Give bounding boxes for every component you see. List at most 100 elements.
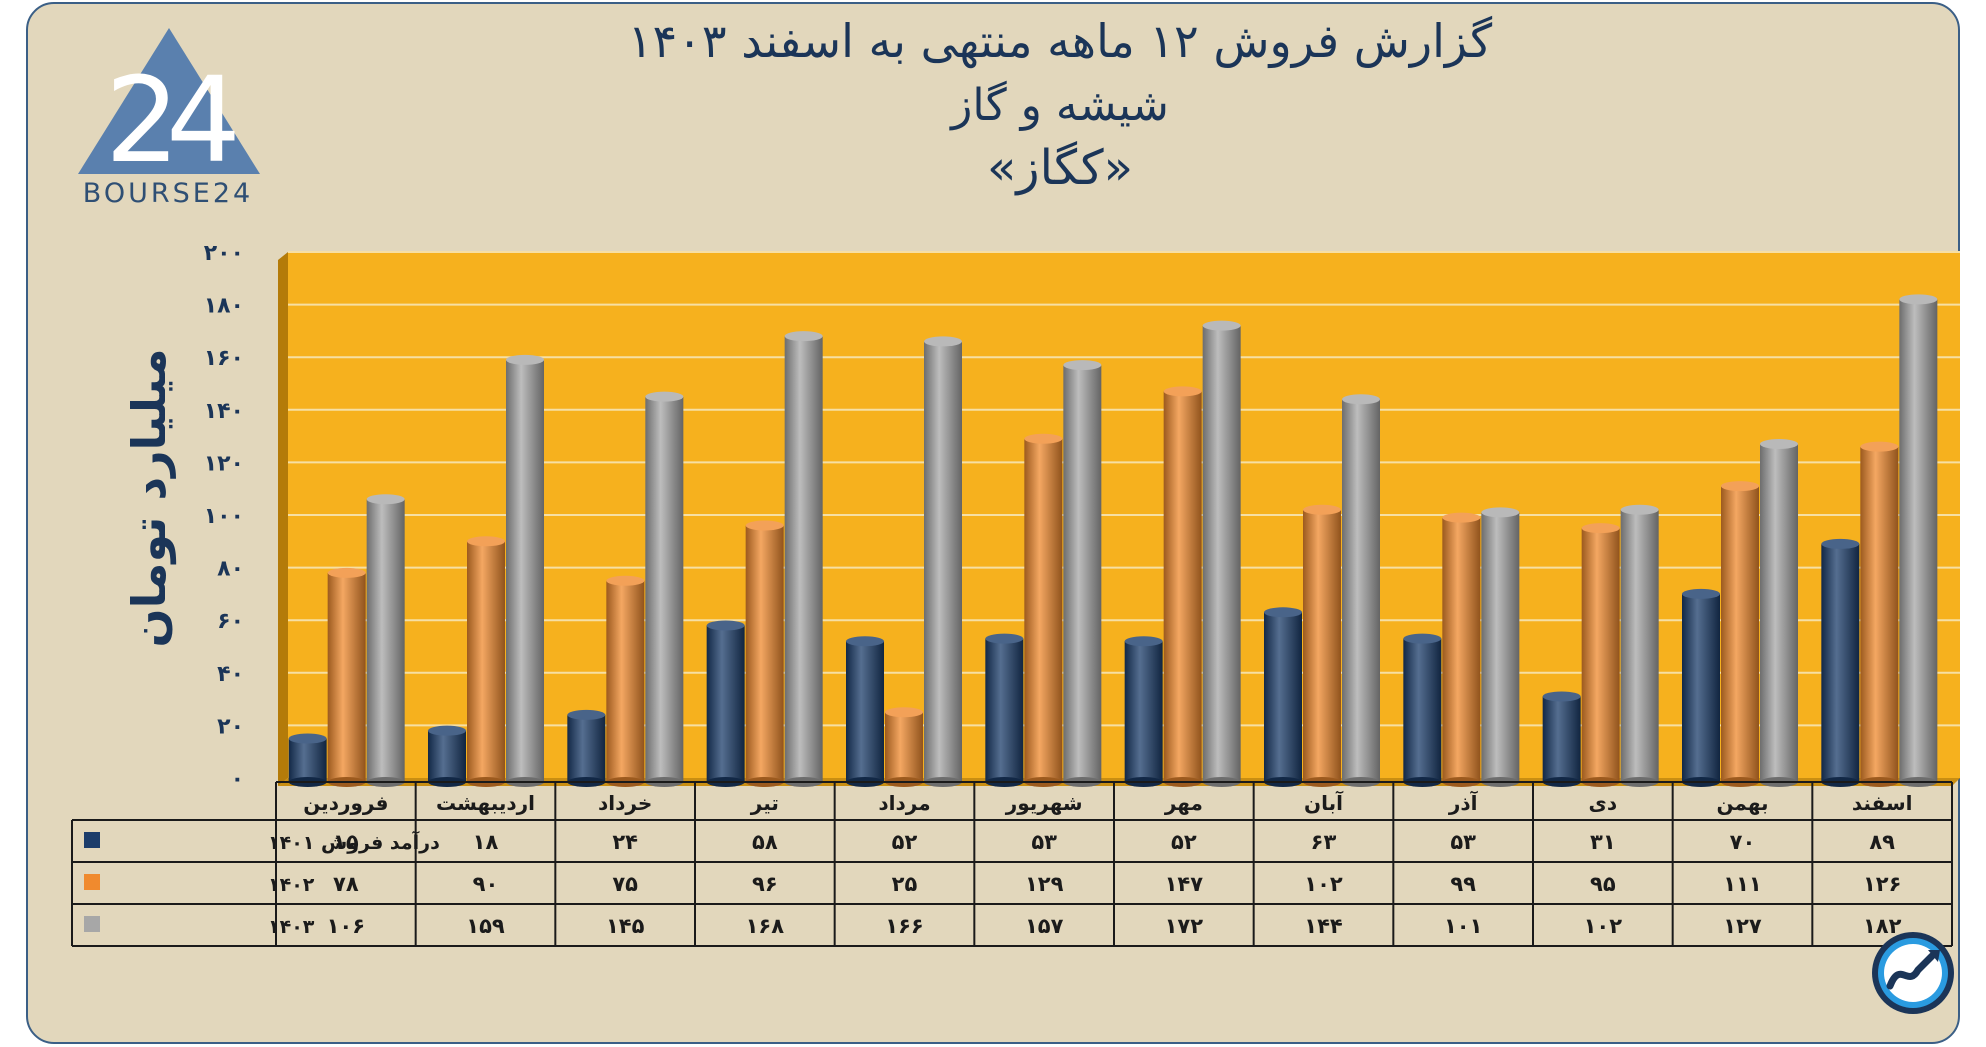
bar-2-7 [1163,391,1202,782]
category-label: بهمن [1716,791,1768,815]
bar-top [366,494,405,505]
bar-top [1860,441,1899,452]
bar-top [1163,386,1202,397]
bar-3-1 [366,499,405,782]
data-label: ۱۰۲ [1584,914,1623,938]
data-label: ۹۶ [752,872,778,896]
category-label: اردیبهشت [436,791,535,815]
y-tick-label: ۲۰۰ [204,241,244,266]
bar-top [1124,636,1163,647]
bar-3-4 [784,336,823,782]
bar-top [1063,360,1102,371]
category-label: خرداد [598,791,652,815]
bar-top [1403,633,1442,644]
data-label: ۵۸ [752,830,778,854]
data-label: ۷۸ [333,872,359,896]
data-label: ۷۵ [612,872,638,896]
bar-top [428,725,466,736]
bar-1-6 [985,638,1024,782]
bar-top [1581,523,1620,534]
data-label: ۱۵۷ [1025,914,1064,938]
data-label: ۲۵ [892,872,918,896]
bar-top [1721,481,1759,492]
category-label: شهریور [1005,791,1083,815]
company-symbol: «کگاز» [987,140,1133,196]
plot-side-wall [278,252,288,786]
data-label: ۱۰۶ [327,914,365,938]
legend-label-3: ۱۴۰۳ [268,916,315,938]
bar-top [288,733,327,744]
bar-top [1542,691,1581,702]
bar-top [327,567,366,578]
y-tick-label: ۱۴۰ [204,399,244,424]
bar-top [1682,588,1720,599]
bar-top [1342,394,1380,405]
data-label: ۲۴ [612,830,638,854]
data-label: ۱۴۵ [606,914,645,938]
data-label: ۱۴۴ [1304,914,1343,938]
bar-1-5 [846,641,884,782]
y-tick-label: ۶۰ [217,609,244,634]
data-label: ۷۰ [1730,830,1756,854]
bar-top [924,336,962,347]
chart-title: گزارش فروش ۱۲ ماهه منتهی به اسفند ۱۴۰۳ [627,14,1493,68]
bar-1-11 [1682,593,1720,782]
bar-2-11 [1721,486,1759,782]
bar-top [467,536,505,547]
y-tick-label: ۲۰ [217,714,244,739]
y-tick-label: ۱۸۰ [204,294,244,319]
bar-top [1620,504,1659,515]
bar-2-12 [1860,446,1899,782]
bar-3-10 [1620,509,1659,782]
bar-1-7 [1124,641,1163,782]
bar-top [645,391,684,402]
bar-2-8 [1303,509,1341,782]
bar-2-10 [1581,528,1620,782]
bar-top [567,709,606,720]
bar-3-9 [1481,512,1520,782]
category-label: دی [1589,791,1618,815]
data-label: ۱۲۶ [1863,872,1901,896]
bar-3-12 [1899,299,1938,782]
bar-top [1821,538,1860,549]
data-label: ۱۷۲ [1165,914,1204,938]
data-label: ۵۲ [892,830,918,854]
bar-3-6 [1063,365,1102,782]
bar-1-12 [1821,543,1860,782]
bar-1-2 [428,730,466,782]
bourse24-logo: 24 [78,28,260,189]
y-tick-label: ۰ [231,767,244,792]
bar-top [885,707,923,718]
bar-top [1303,504,1341,515]
y-tick-label: ۱۰۰ [204,504,244,529]
data-label: ۱۶۶ [885,914,923,938]
y-tick-label: ۱۲۰ [204,451,244,476]
category-label: مرداد [878,791,930,815]
y-tick-label: ۴۰ [217,662,244,687]
y-tick-label: ۱۶۰ [204,346,244,371]
bar-1-1 [288,738,327,782]
bar-2-4 [745,525,784,782]
bar-1-9 [1403,638,1442,782]
data-label: ۱۸۲ [1863,914,1902,938]
bar-2-6 [1024,438,1063,782]
bar-top [1899,294,1938,305]
bar-top [1264,607,1302,618]
data-label: ۱۰۱ [1444,914,1482,938]
bar-2-9 [1442,517,1481,782]
bar-top [1481,507,1520,518]
bar-top [745,520,784,531]
bar-3-7 [1202,325,1241,782]
bar-2-3 [606,580,645,782]
bar-top [846,636,884,647]
data-label: ۹۰ [473,872,499,896]
data-label: ۶۳ [1311,830,1337,854]
bar-3-8 [1342,399,1380,782]
data-label: ۱۶۸ [746,914,785,938]
data-label: ۳۱ [1590,830,1616,854]
bar-top [706,620,745,631]
data-label: ۹۵ [1590,872,1616,896]
chart-subtitle: شیشه و گاز [951,80,1169,131]
bar-3-5 [924,341,962,782]
